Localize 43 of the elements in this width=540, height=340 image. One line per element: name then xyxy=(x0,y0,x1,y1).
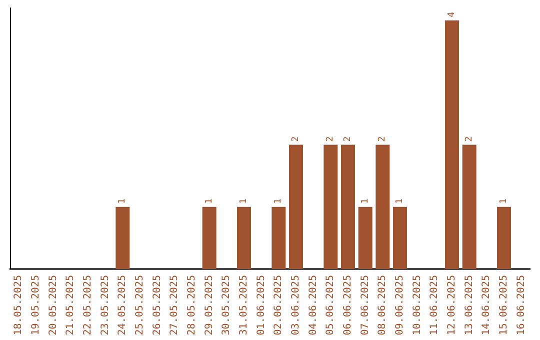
data-label: 1 xyxy=(204,198,214,204)
x-tick-label: 20.05.2025 xyxy=(48,275,59,336)
data-label: 2 xyxy=(343,136,353,142)
x-tick-label: 28.05.2025 xyxy=(186,275,198,336)
data-label: 1 xyxy=(360,198,370,204)
x-tick-label: 02.06.2025 xyxy=(273,275,284,336)
x-tick-label: 01.06.2025 xyxy=(256,275,267,336)
x-tick-label: 25.05.2025 xyxy=(134,275,146,336)
x-tick-label: 19.05.2025 xyxy=(30,275,42,336)
x-tick-label: 29.05.2025 xyxy=(204,275,215,336)
x-tick-label: 05.06.2025 xyxy=(325,275,336,336)
x-tick-label: 23.05.2025 xyxy=(100,275,111,336)
x-tick-label: 14.06.2025 xyxy=(481,275,492,336)
data-label: 2 xyxy=(291,136,301,142)
x-tick-label: 15.06.2025 xyxy=(498,275,510,336)
x-tick-label: 16.06.2025 xyxy=(516,275,527,336)
x-tick-label: 21.05.2025 xyxy=(65,275,76,336)
x-tick-label: 03.06.2025 xyxy=(290,275,302,336)
x-tick-label: 30.05.2025 xyxy=(221,275,232,336)
x-tick-label: 07.06.2025 xyxy=(360,275,371,336)
data-label: 1 xyxy=(239,198,249,204)
x-tick-label: 06.06.2025 xyxy=(342,275,354,336)
x-tick-label: 04.06.2025 xyxy=(308,275,319,336)
data-label: 2 xyxy=(326,136,336,142)
x-tick-label: 31.05.2025 xyxy=(238,275,250,336)
x-tick-label: 18.05.2025 xyxy=(13,275,24,336)
x-tick-label: 22.05.2025 xyxy=(82,275,94,336)
x-tick-label: 13.06.2025 xyxy=(464,275,475,336)
x-tick-label: 11.06.2025 xyxy=(429,275,440,336)
data-label: 1 xyxy=(395,198,405,204)
data-label: 1 xyxy=(274,198,284,204)
x-tick-label: 24.05.2025 xyxy=(117,275,128,336)
x-tick-label: 26.05.2025 xyxy=(152,275,163,336)
data-label: 1 xyxy=(499,198,509,204)
x-tick-label: 10.06.2025 xyxy=(412,275,423,336)
data-label: 4 xyxy=(447,12,457,18)
data-label: 1 xyxy=(118,198,128,204)
data-label: 2 xyxy=(378,136,388,142)
x-tick-label: 09.06.2025 xyxy=(394,275,406,336)
x-tick-label: 12.06.2025 xyxy=(446,275,458,336)
data-label: 2 xyxy=(464,136,474,142)
x-tick-label: 08.06.2025 xyxy=(377,275,388,336)
x-tick-label: 27.05.2025 xyxy=(169,275,180,336)
